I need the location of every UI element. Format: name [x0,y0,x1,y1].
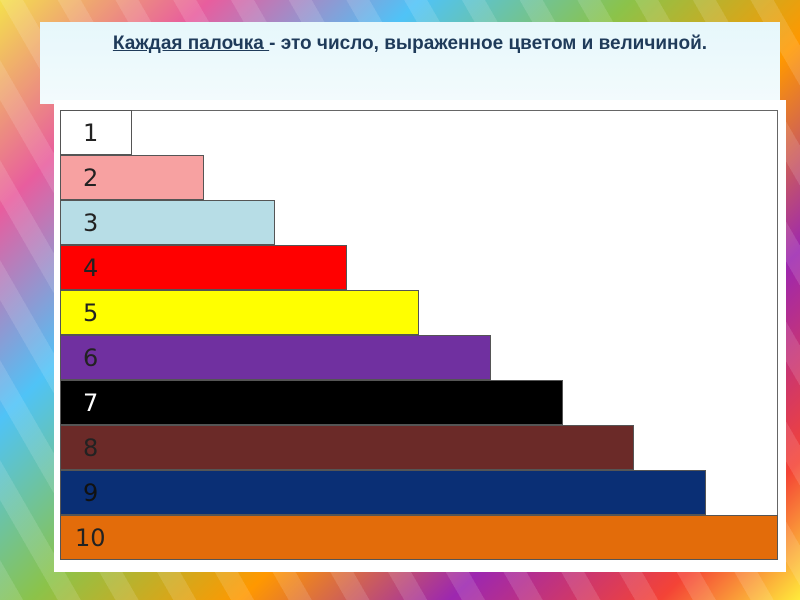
title-panel [40,22,780,104]
rod-9: 9 [60,470,707,515]
rod-2: 2 [60,155,204,200]
title-underlined: Каждая палочка [112,33,270,54]
rod-7: 7 [60,380,563,425]
rod-1: 1 [60,110,132,155]
rod-label: 9 [83,479,99,507]
rod-label: 5 [83,299,99,327]
rod-label: 2 [83,164,99,192]
rod-8: 8 [60,425,635,470]
rod-label: 3 [83,209,99,237]
rod-label: 7 [83,389,99,417]
rod-label: 6 [83,344,99,372]
title-rest: - это число, выраженное цветом и величин… [269,33,708,54]
rod-6: 6 [60,335,491,380]
rod-3: 3 [60,200,276,245]
rod-4: 4 [60,245,348,290]
rod-10: 10 [60,515,778,560]
rod-5: 5 [60,290,419,335]
slide-title: Каждая палочка - это число, выраженное ц… [40,30,780,58]
rod-label: 8 [83,434,99,462]
rod-label: 1 [83,119,99,147]
rod-label: 4 [83,254,99,282]
rod-label: 10 [75,524,106,552]
